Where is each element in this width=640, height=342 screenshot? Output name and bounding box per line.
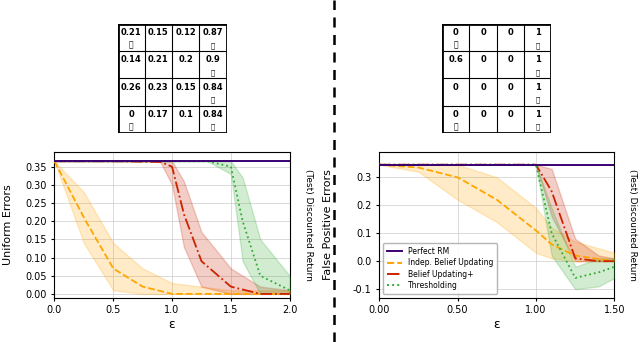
Text: 0: 0 — [480, 110, 486, 119]
Text: 🧀: 🧀 — [536, 124, 540, 130]
Text: 🧀: 🧀 — [211, 124, 215, 130]
Text: 1: 1 — [534, 55, 541, 64]
Text: 1: 1 — [534, 110, 541, 119]
Text: 0.9: 0.9 — [205, 55, 220, 64]
Text: 🧀: 🧀 — [211, 69, 215, 76]
X-axis label: ε: ε — [169, 318, 175, 331]
Text: 0.17: 0.17 — [148, 110, 169, 119]
Text: 0: 0 — [508, 55, 513, 64]
Text: 0: 0 — [480, 28, 486, 37]
Text: 0: 0 — [128, 110, 134, 119]
Text: 0: 0 — [508, 28, 513, 37]
Text: 🤖: 🤖 — [454, 41, 458, 50]
Text: 🧀: 🧀 — [211, 96, 215, 103]
Text: 0.14: 0.14 — [121, 55, 141, 64]
Text: 0: 0 — [453, 110, 459, 119]
Text: 1: 1 — [534, 83, 541, 92]
Y-axis label: (Test) Discounted Return: (Test) Discounted Return — [628, 169, 637, 281]
Text: 0: 0 — [508, 83, 513, 92]
Text: 0.84: 0.84 — [203, 83, 223, 92]
Text: 0: 0 — [453, 83, 459, 92]
Text: 0.84: 0.84 — [203, 110, 223, 119]
Y-axis label: (Test) Discounted Return: (Test) Discounted Return — [303, 169, 312, 281]
Text: 0: 0 — [480, 83, 486, 92]
Text: 0.1: 0.1 — [179, 110, 193, 119]
Text: 0.6: 0.6 — [449, 55, 463, 64]
Text: Uniform Errors: Uniform Errors — [3, 184, 13, 265]
Text: 0: 0 — [508, 110, 513, 119]
Text: 0.2: 0.2 — [179, 55, 193, 64]
Text: 0.21: 0.21 — [121, 28, 141, 37]
Text: 0.23: 0.23 — [148, 83, 169, 92]
Text: 0: 0 — [453, 28, 459, 37]
Text: 0.87: 0.87 — [203, 28, 223, 37]
Text: 0.21: 0.21 — [148, 55, 169, 64]
Text: 🤖: 🤖 — [129, 41, 134, 50]
Text: False Positive Errors: False Positive Errors — [323, 169, 333, 280]
Text: 🏠: 🏠 — [129, 122, 134, 132]
Legend: Perfect RM, Indep. Belief Updating, Belief Updating+, Thresholding: Perfect RM, Indep. Belief Updating, Beli… — [383, 243, 497, 294]
Text: 🧀: 🧀 — [536, 69, 540, 76]
Text: 🧀: 🧀 — [536, 96, 540, 103]
Text: 1: 1 — [534, 28, 541, 37]
Text: 🧀: 🧀 — [536, 42, 540, 49]
X-axis label: ε: ε — [493, 318, 500, 331]
Text: 0: 0 — [480, 55, 486, 64]
Text: 0.15: 0.15 — [148, 28, 169, 37]
Text: 0.26: 0.26 — [121, 83, 141, 92]
Text: 0.12: 0.12 — [175, 28, 196, 37]
Text: 🧀: 🧀 — [211, 42, 215, 49]
Text: 0.15: 0.15 — [175, 83, 196, 92]
Text: 🏠: 🏠 — [454, 122, 458, 132]
